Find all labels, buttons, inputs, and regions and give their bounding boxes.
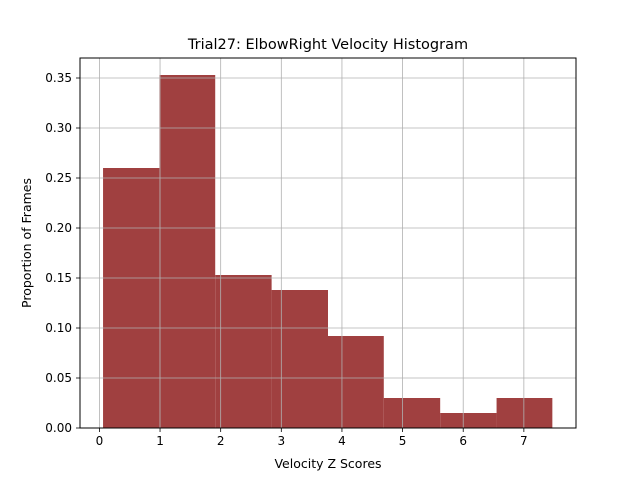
plot-frame [79,57,577,429]
grid-lines [80,58,576,429]
y-axis-label: Proportion of Frames [19,178,34,308]
histogram-bar [215,275,272,428]
histogram-bar [271,290,328,428]
histogram-bar [103,168,160,428]
y-axis-ticks: 0.00 0.05 0.10 0.15 0.20 0.25 0.30 0.35 [45,71,80,435]
y-tick-label: 0.35 [45,71,72,85]
x-tick-label: 3 [277,434,285,448]
y-tick-label: 0.05 [45,371,72,385]
x-tick-label: 2 [217,434,225,448]
x-axis-label: Velocity Z Scores [274,456,381,471]
histogram-bar [328,336,384,428]
y-tick-label: 0.20 [45,221,72,235]
y-tick-label: 0.25 [45,171,72,185]
y-tick-label: 0.10 [45,321,72,335]
x-tick-label: 0 [96,434,104,448]
y-tick-label: 0.30 [45,121,72,135]
histogram-bar [496,398,553,428]
x-axis-ticks: 0 1 2 3 4 5 6 7 [96,428,528,448]
histogram-bar [440,413,497,428]
x-tick-label: 5 [399,434,407,448]
x-tick-label: 1 [156,434,164,448]
histogram-bar [159,75,216,428]
x-tick-label: 4 [338,434,346,448]
y-tick-label: 0.15 [45,271,72,285]
y-tick-label: 0.00 [45,421,72,435]
histogram-bar [383,398,441,428]
chart-title: Trial27: ElbowRight Velocity Histogram [187,37,468,53]
x-tick-label: 6 [459,434,467,448]
x-tick-label: 7 [520,434,528,448]
